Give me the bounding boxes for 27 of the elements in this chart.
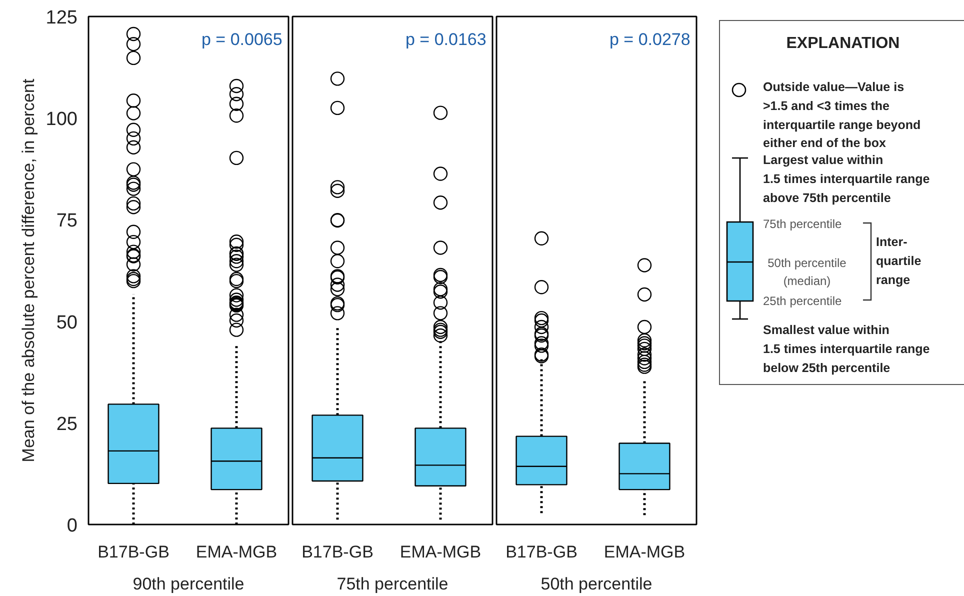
x-axis-title: 90th percentile (132, 574, 244, 594)
y-tick-label: 0 (66, 516, 78, 536)
y-axis-title: Mean of the absolute percent difference, in percent (18, 78, 38, 462)
text: 75th percentile (763, 216, 842, 233)
text: Inter- quartile range (876, 234, 922, 289)
x-axis-title: 75th percentile (336, 574, 448, 594)
text: 50th percentile (median) (766, 255, 848, 290)
x-axis-title: 50th percentile (540, 574, 652, 594)
text: 25th percentile (763, 293, 842, 310)
y-tick-label: 75 (56, 210, 78, 232)
x-tick-label: B17B-GB (302, 542, 374, 562)
y-tick-label: 50 (56, 312, 78, 334)
text: Outside value—Value is >1.5 and <3 times the interquartile range beyond either end of the box (763, 79, 921, 152)
text: Smallest value within 1.5 times interquartile range below 25th percentile (763, 322, 930, 377)
annotation: p = 0.0278 (609, 30, 690, 49)
y-tick-label: 100 (46, 109, 78, 130)
annotation: p = 0.0163 (405, 30, 486, 49)
text: EXPLANATION (785, 34, 901, 54)
x-tick-label: EMA-MGB (196, 542, 278, 562)
annotation: p = 0.0065 (201, 30, 282, 49)
x-tick-label: B17B-GB (98, 542, 170, 562)
x-tick-label: EMA-MGB (400, 542, 482, 562)
text: Largest value within 1.5 times interquartile range above 75th percentile (763, 152, 930, 207)
x-tick-label: B17B-GB (506, 542, 578, 562)
y-tick-label: 25 (56, 414, 78, 435)
y-tick-label: 125 (46, 8, 78, 28)
x-tick-label: EMA-MGB (604, 542, 686, 562)
